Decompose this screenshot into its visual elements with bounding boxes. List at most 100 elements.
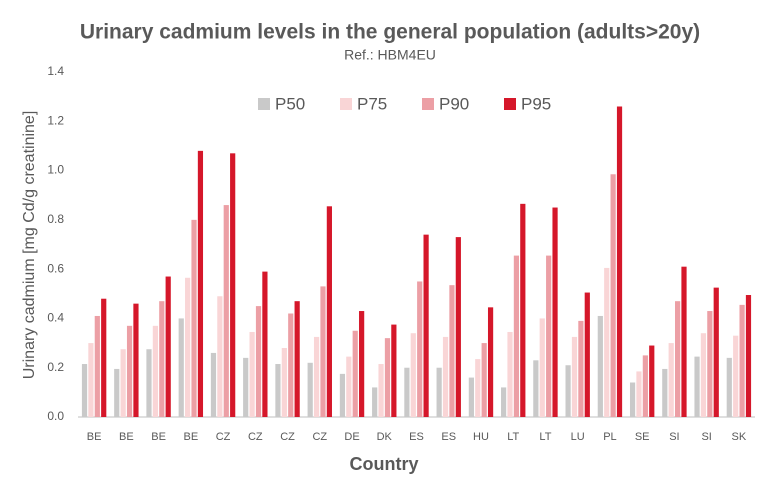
bar: [326, 206, 332, 417]
bar: [700, 333, 707, 417]
bar: [404, 367, 410, 417]
x-tick-label: CZ: [280, 431, 295, 443]
legend-swatch: [504, 98, 516, 110]
x-tick-label: DE: [344, 431, 359, 443]
bar: [372, 387, 378, 417]
x-tick-label: BE: [183, 431, 198, 443]
bar: [713, 287, 719, 417]
bar: [501, 387, 507, 417]
bar: [417, 281, 423, 417]
bar: [159, 301, 165, 417]
x-tick-label: HU: [473, 431, 489, 443]
bar: [88, 343, 94, 417]
x-tick-label: BE: [87, 431, 102, 443]
x-axis-title: Country: [350, 454, 419, 474]
legend-label: P75: [357, 94, 387, 113]
x-tick-label: SI: [701, 431, 711, 443]
bar: [288, 313, 294, 417]
bar: [578, 320, 584, 417]
bar: [675, 301, 681, 417]
bar: [262, 271, 268, 417]
chart-title: Urinary cadmium levels in the general po…: [80, 21, 700, 44]
bar: [210, 352, 217, 417]
bar: [378, 364, 384, 417]
bar: [726, 357, 732, 417]
bar: [410, 333, 416, 417]
bar: [359, 311, 365, 417]
bar: [629, 382, 636, 417]
bar: [275, 364, 281, 417]
bar: [178, 318, 184, 417]
y-tick-label: 0.6: [47, 261, 64, 275]
bar: [352, 330, 358, 417]
bar: [255, 306, 262, 417]
bar: [339, 373, 346, 417]
bar: [320, 286, 326, 417]
bar: [604, 267, 610, 417]
bar: [707, 311, 713, 417]
y-tick-label: 1.2: [47, 113, 64, 127]
bar: [391, 324, 397, 417]
bar: [739, 304, 745, 417]
x-tick-label: LT: [507, 431, 519, 443]
bar: [442, 336, 449, 417]
y-tick-label: 1.4: [47, 64, 64, 78]
bar: [662, 368, 668, 417]
bar: [513, 255, 520, 417]
bar: [571, 336, 578, 417]
legend-swatch: [422, 98, 434, 110]
bar: [197, 150, 204, 417]
legend-label: P50: [275, 94, 305, 113]
chart-subtitle: Ref.: HBM4EU: [344, 47, 436, 63]
bar: [346, 356, 352, 417]
x-tick-label: ES: [441, 431, 456, 443]
bar: [681, 266, 687, 417]
bar: [546, 255, 552, 417]
bar: [423, 234, 429, 417]
legend-swatch: [340, 98, 352, 110]
x-tick-label: SK: [732, 431, 747, 443]
bar: [449, 285, 455, 417]
bar: [114, 368, 120, 417]
bar: [307, 362, 313, 417]
y-tick-label: 0.4: [47, 311, 64, 325]
bar: [565, 365, 571, 417]
bar: [94, 315, 100, 417]
bar: [455, 237, 461, 417]
bar: [217, 296, 223, 417]
bar: [552, 207, 558, 417]
bar: [584, 292, 590, 417]
bar: [520, 203, 526, 417]
y-tick-label: 0.0: [47, 409, 64, 423]
bar: [191, 219, 197, 417]
x-tick-label: BE: [151, 431, 166, 443]
x-tick-label: LT: [539, 431, 551, 443]
x-tick-label: DK: [377, 431, 393, 443]
bar: [146, 349, 152, 417]
bar: [294, 301, 300, 417]
y-axis-title: Urinary cadmium [mg Cd/g creatinine]: [21, 111, 38, 380]
bar: [507, 331, 513, 417]
bar: [313, 336, 320, 417]
y-tick-label: 1.0: [47, 163, 64, 177]
bar: [616, 106, 623, 417]
y-tick-label: 0.2: [47, 360, 64, 374]
x-tick-label: LU: [571, 431, 585, 443]
y-tick-label: 0.8: [47, 212, 64, 226]
x-tick-label: BE: [119, 431, 134, 443]
x-tick-label: PL: [603, 431, 616, 443]
bar: [223, 205, 229, 417]
bar: [281, 348, 287, 417]
bar: [230, 153, 236, 418]
bar: [436, 367, 442, 417]
bar: [81, 364, 88, 417]
bar: [185, 277, 191, 417]
bar: [668, 343, 674, 417]
bar: [694, 356, 700, 417]
bar: [152, 325, 158, 417]
bar: [745, 295, 752, 417]
bar: [468, 377, 474, 417]
legend-label: P95: [521, 94, 551, 113]
bar: [249, 331, 255, 417]
bar: [243, 357, 249, 417]
